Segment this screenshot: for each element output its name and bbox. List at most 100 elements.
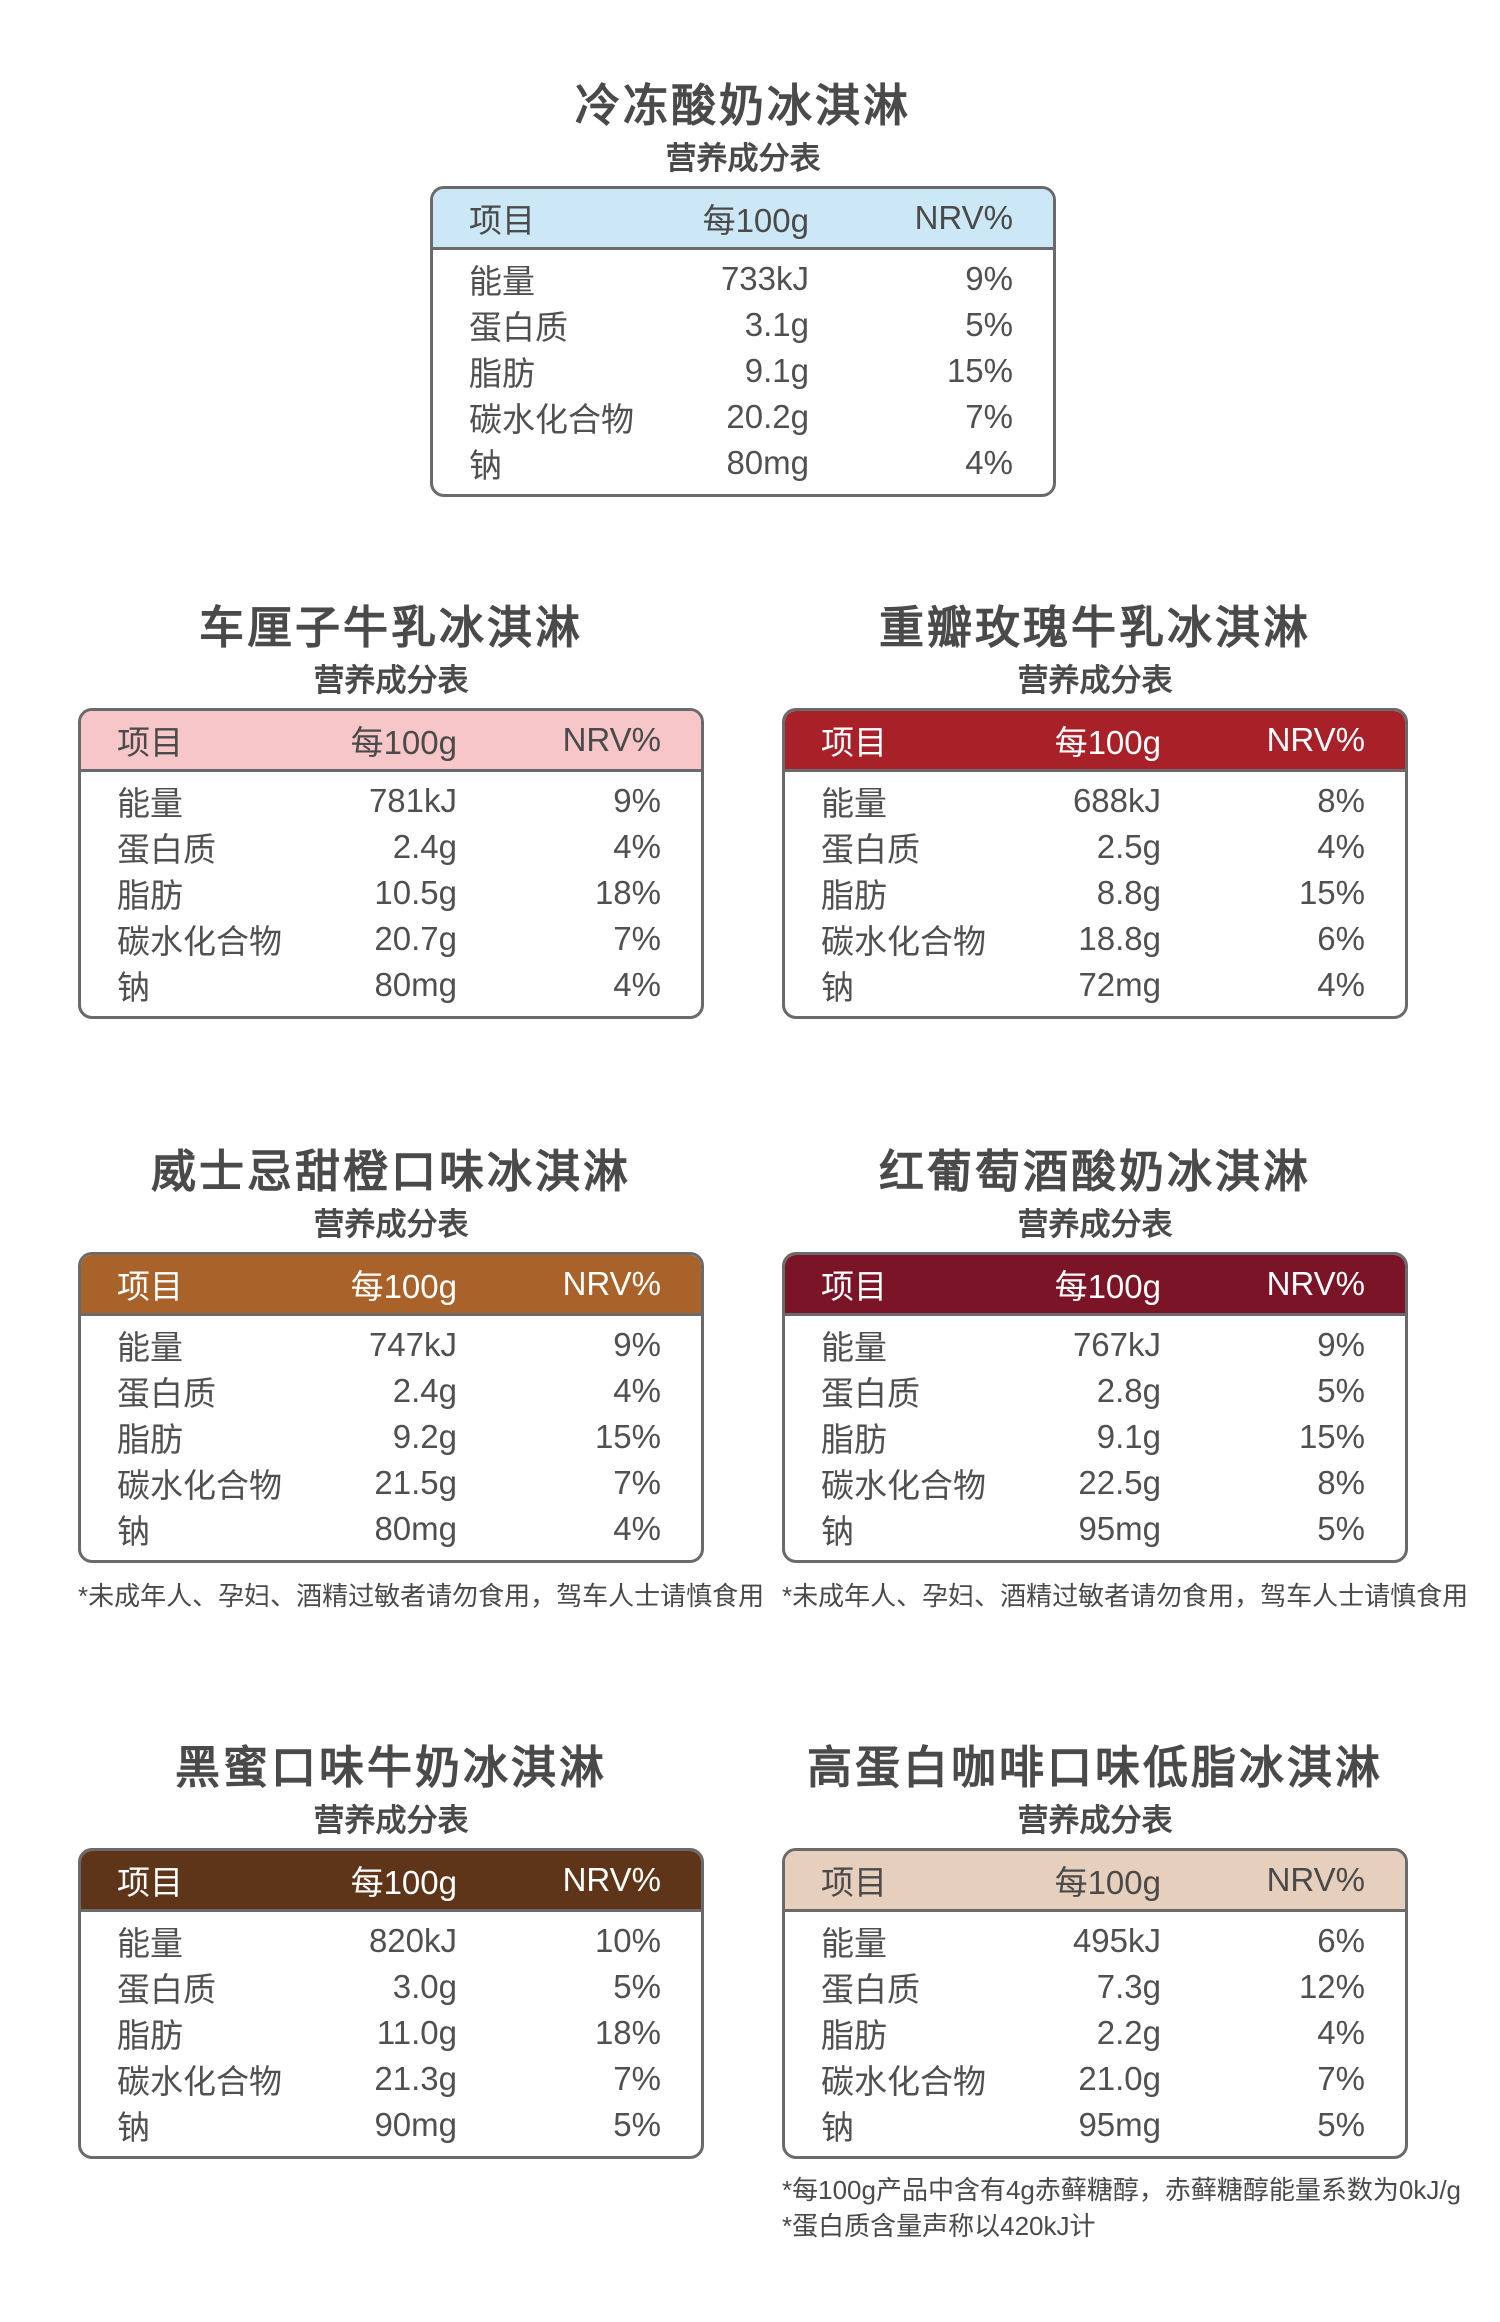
table-header: 项目 每100g NRV% <box>785 1255 1405 1316</box>
nutrient-nrv: 7% <box>613 2060 661 2097</box>
nutrient-row: 脂肪 11.0g 18% <box>81 2010 701 2056</box>
nutrient-name: 碳水化合物 <box>469 401 634 438</box>
nutrient-nrv: 18% <box>594 2014 661 2051</box>
nutrient-nrv: 9% <box>613 782 661 819</box>
nutrient-value: 10.5g <box>374 874 457 911</box>
nutrient-value: 3.1g <box>744 306 809 343</box>
table-caption: 营养成分表 <box>313 663 469 699</box>
table-body: 能量 733kJ 9% 蛋白质 3.1g 5% 脂肪 9.1g 15% 碳水化合物 20.2g 7% 钠… <box>433 250 1053 494</box>
nutrient-nrv: 9% <box>1317 1326 1365 1363</box>
nutrient-row: 蛋白质 2.4g 4% <box>81 1368 701 1414</box>
nutrient-row: 钠 80mg 4% <box>433 440 1053 486</box>
header-item: 项目 <box>117 724 183 761</box>
nutrition-table: 项目 每100g NRV% 能量 767kJ 9% 蛋白质 2.8g 5% 脂肪 9.1g 15… <box>782 1252 1408 1563</box>
nutrient-value: 747kJ <box>368 1326 457 1363</box>
nutrient-value: 72mg <box>1078 966 1161 1003</box>
nutrient-name: 能量 <box>117 785 183 822</box>
nutrient-row: 脂肪 9.1g 15% <box>785 1414 1405 1460</box>
table-header: 项目 每100g NRV% <box>81 1851 701 1912</box>
nutrient-name: 蛋白质 <box>821 831 920 868</box>
header-nrv: NRV% <box>1266 1861 1365 1898</box>
nutrient-value: 21.0g <box>1078 2060 1161 2097</box>
nutrient-name: 脂肪 <box>117 2017 183 2054</box>
table-caption: 营养成分表 <box>313 1803 469 1839</box>
nutrient-nrv: 15% <box>1298 1418 1365 1455</box>
nutrient-value: 733kJ <box>720 260 809 297</box>
header-per100g: 每100g <box>350 1864 457 1901</box>
nutrient-value: 781kJ <box>368 782 457 819</box>
table-header: 项目 每100g NRV% <box>785 1851 1405 1912</box>
nutrient-row: 能量 820kJ 10% <box>81 1918 701 1964</box>
product-title: 高蛋白咖啡口味低脂冰淇淋 <box>806 1741 1383 1794</box>
nutrient-row: 蛋白质 2.8g 5% <box>785 1368 1405 1414</box>
nutrient-row: 脂肪 9.2g 15% <box>81 1414 701 1460</box>
nutrient-nrv: 5% <box>965 306 1013 343</box>
table-header: 项目 每100g NRV% <box>433 189 1053 250</box>
nutrient-nrv: 4% <box>613 1510 661 1547</box>
footnote: *未成年人、孕妇、酒精过敏者请勿食用，驾车人士请慎食用 <box>782 1581 1469 1611</box>
product-title: 威士忌甜橙口味冰淇淋 <box>150 1145 631 1198</box>
nutrient-row: 蛋白质 3.1g 5% <box>433 302 1053 348</box>
footnotes: *每100g产品中含有4g赤藓糖醇，赤藓糖醇能量系数为0kJ/g *蛋白质含量声… <box>782 2173 1461 2243</box>
nutrient-value: 21.5g <box>374 1464 457 1501</box>
nutrient-nrv: 4% <box>613 966 661 1003</box>
nutrient-value: 7.3g <box>1096 1968 1161 2005</box>
nutrient-value: 2.4g <box>392 1372 457 1409</box>
nutrient-value: 9.1g <box>744 352 809 389</box>
nutrient-name: 钠 <box>821 2109 854 2146</box>
product-block-protein-coffee: 高蛋白咖啡口味低脂冰淇淋 营养成分表 项目 每100g NRV% 能量 495kJ… <box>782 1738 1461 2243</box>
nutrient-nrv: 4% <box>613 828 661 865</box>
nutrient-value: 95mg <box>1078 1510 1161 1547</box>
nutrition-table: 项目 每100g NRV% 能量 495kJ 6% 蛋白质 7.3g 12% 脂肪 2.2g 4… <box>782 1848 1408 2159</box>
nutrition-table: 项目 每100g NRV% 能量 781kJ 9% 蛋白质 2.4g 4% 脂肪 10.5g 1… <box>78 708 704 1019</box>
table-body: 能量 747kJ 9% 蛋白质 2.4g 4% 脂肪 9.2g 15% 碳水化合物 21.5g 7% 钠… <box>81 1316 701 1560</box>
nutrient-value: 2.5g <box>1096 828 1161 865</box>
nutrient-name: 蛋白质 <box>469 309 568 346</box>
nutrient-value: 2.2g <box>1096 2014 1161 2051</box>
nutrient-row: 脂肪 10.5g 18% <box>81 870 701 916</box>
nutrient-row: 碳水化合物 21.0g 7% <box>785 2056 1405 2102</box>
product-block-whisky-orange: 威士忌甜橙口味冰淇淋 营养成分表 项目 每100g NRV% 能量 747kJ 9%… <box>78 1142 765 1615</box>
footnote: *未成年人、孕妇、酒精过敏者请勿食用，驾车人士请慎食用 <box>78 1581 765 1611</box>
header-nrv: NRV% <box>562 1861 661 1898</box>
header-nrv: NRV% <box>914 199 1013 236</box>
nutrient-nrv: 4% <box>1317 2014 1365 2051</box>
nutrient-name: 能量 <box>821 785 887 822</box>
nutrient-value: 80mg <box>374 1510 457 1547</box>
nutrient-row: 钠 90mg 5% <box>81 2102 701 2148</box>
product-block-cherry-milk: 车厘子牛乳冰淇淋 营养成分表 项目 每100g NRV% 能量 781kJ 9% 蛋白… <box>78 598 704 1019</box>
nutrient-nrv: 5% <box>1317 1372 1365 1409</box>
table-caption: 营养成分表 <box>1017 1207 1173 1243</box>
nutrient-row: 碳水化合物 21.5g 7% <box>81 1460 701 1506</box>
nutrient-value: 90mg <box>374 2106 457 2143</box>
nutrition-table: 项目 每100g NRV% 能量 747kJ 9% 蛋白质 2.4g 4% 脂肪 9.2g 15… <box>78 1252 704 1563</box>
table-caption: 营养成分表 <box>1017 663 1173 699</box>
table-header: 项目 每100g NRV% <box>81 711 701 772</box>
header-item: 项目 <box>821 1268 887 1305</box>
nutrient-name: 蛋白质 <box>117 831 216 868</box>
nutrient-name: 钠 <box>117 1513 150 1550</box>
nutrient-row: 碳水化合物 18.8g 6% <box>785 916 1405 962</box>
nutrient-value: 80mg <box>374 966 457 1003</box>
nutrient-value: 8.8g <box>1096 874 1161 911</box>
product-block-rose-milk: 重瓣玫瑰牛乳冰淇淋 营养成分表 项目 每100g NRV% 能量 688kJ 8% 蛋… <box>782 598 1408 1019</box>
nutrient-value: 2.4g <box>392 828 457 865</box>
nutrient-nrv: 6% <box>1317 920 1365 957</box>
table-body: 能量 820kJ 10% 蛋白质 3.0g 5% 脂肪 11.0g 18% 碳水化合物 21.3g 7… <box>81 1912 701 2156</box>
nutrient-row: 钠 80mg 4% <box>81 962 701 1008</box>
product-title: 冷冻酸奶冰淇淋 <box>574 79 911 132</box>
nutrient-nrv: 15% <box>594 1418 661 1455</box>
nutrient-row: 能量 781kJ 9% <box>81 778 701 824</box>
nutrient-name: 脂肪 <box>117 877 183 914</box>
nutrient-value: 688kJ <box>1072 782 1161 819</box>
nutrient-value: 95mg <box>1078 2106 1161 2143</box>
nutrient-row: 脂肪 8.8g 15% <box>785 870 1405 916</box>
nutrient-value: 767kJ <box>1072 1326 1161 1363</box>
nutrient-nrv: 5% <box>613 2106 661 2143</box>
nutrient-row: 能量 747kJ 9% <box>81 1322 701 1368</box>
header-nrv: NRV% <box>562 721 661 758</box>
nutrient-nrv: 8% <box>1317 782 1365 819</box>
nutrient-row: 脂肪 9.1g 15% <box>433 348 1053 394</box>
nutrient-row: 能量 767kJ 9% <box>785 1322 1405 1368</box>
nutrient-name: 蛋白质 <box>117 1375 216 1412</box>
